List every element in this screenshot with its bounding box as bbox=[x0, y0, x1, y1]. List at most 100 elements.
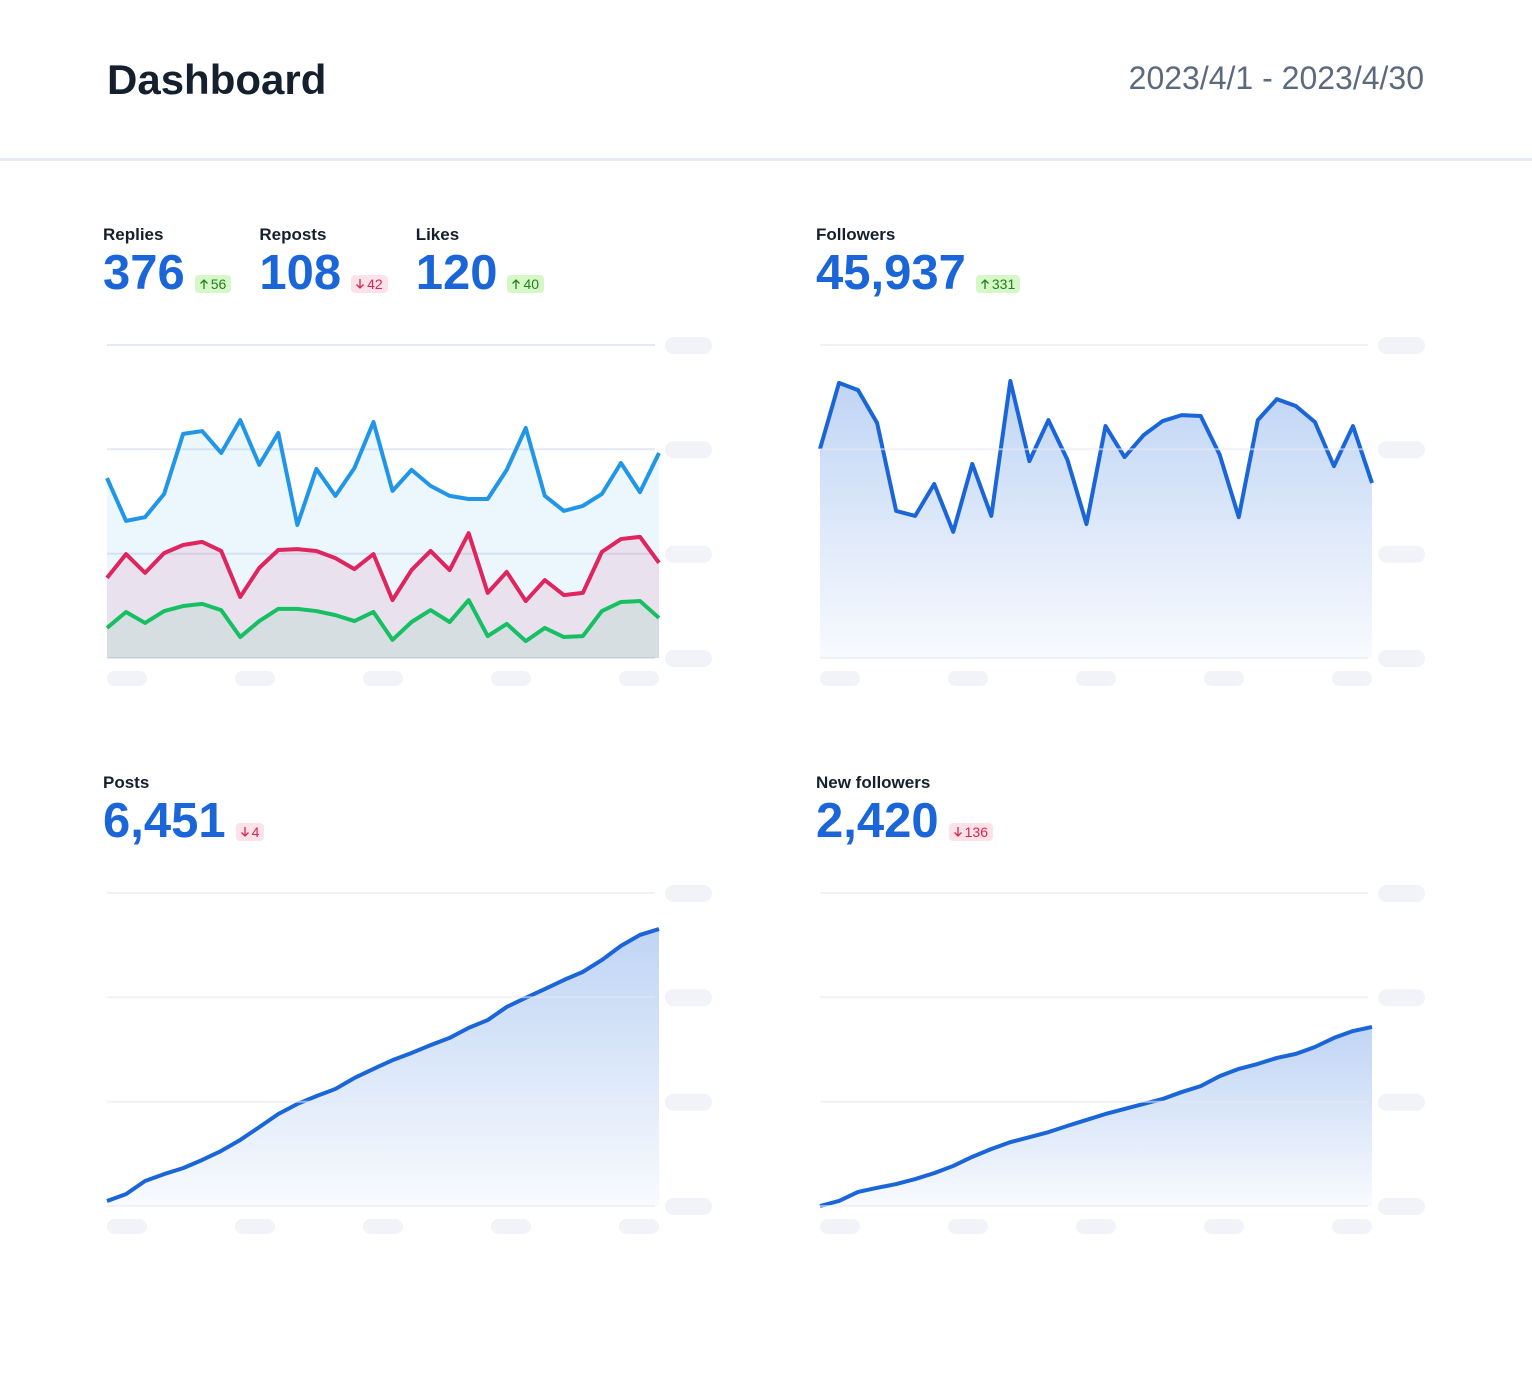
change-badge: 4 bbox=[235, 823, 265, 841]
x-tick-placeholder bbox=[1076, 671, 1116, 686]
series-line bbox=[105, 418, 661, 527]
arrow bbox=[199, 279, 208, 289]
arrow bbox=[240, 827, 249, 837]
x-tick-placeholder bbox=[820, 671, 860, 686]
x-tick-placeholder bbox=[948, 1219, 988, 1234]
series-line bbox=[105, 598, 661, 644]
x-tick-placeholder bbox=[1204, 671, 1244, 686]
series-line bbox=[106, 927, 660, 1203]
x-tick-placeholder bbox=[619, 671, 659, 686]
metric-label: Reposts bbox=[259, 225, 327, 244]
panel: Posts 6,451 4 bbox=[103, 773, 265, 848]
date-range[interactable]: 2023/4/1 - 2023/4/30 bbox=[1128, 60, 1424, 96]
x-tick-placeholder bbox=[1076, 1219, 1116, 1234]
y-tick-placeholder bbox=[1378, 650, 1425, 667]
change-badge: 136 bbox=[948, 823, 993, 841]
metric-row: 376 56 bbox=[103, 246, 232, 300]
chart bbox=[106, 885, 712, 1234]
change-badge: 40 bbox=[507, 275, 545, 293]
series-line bbox=[818, 378, 1374, 534]
chart bbox=[818, 337, 1425, 686]
x-tick-placeholder bbox=[491, 671, 531, 686]
change-value: 42 bbox=[367, 276, 383, 292]
x-tick-placeholder bbox=[491, 1219, 531, 1234]
arrow bbox=[953, 827, 962, 837]
y-tick-placeholder bbox=[1378, 885, 1425, 902]
y-tick-placeholder bbox=[1378, 1198, 1425, 1215]
metric-label: Replies bbox=[103, 225, 164, 244]
metric-row: 6,451 4 bbox=[103, 794, 265, 848]
area-fill bbox=[820, 380, 1372, 658]
x-tick-placeholder bbox=[107, 1219, 147, 1234]
metric-value: 2,420 bbox=[816, 794, 939, 848]
chart bbox=[105, 337, 712, 686]
page-title: Dashboard bbox=[107, 56, 327, 103]
metric-label: Likes bbox=[415, 225, 460, 244]
panel: Replies 376 56 Reposts 108 42 Likes 120 40 bbox=[103, 225, 545, 300]
change-value: 56 bbox=[210, 276, 227, 292]
x-tick-placeholder bbox=[235, 1219, 275, 1234]
metric-label: Followers bbox=[816, 225, 896, 244]
series-line bbox=[105, 531, 661, 604]
y-tick-placeholder bbox=[665, 441, 712, 459]
metric: Followers 45,937 331 bbox=[816, 225, 1021, 300]
metric-value: 6,451 bbox=[103, 794, 226, 848]
x-tick-placeholder bbox=[363, 1219, 403, 1234]
panel: Followers 45,937 331 bbox=[816, 225, 1021, 300]
metrics: New followers 2,420 136 bbox=[816, 773, 993, 847]
metric-value: 120 bbox=[415, 246, 498, 300]
change-value: 136 bbox=[964, 824, 988, 840]
y-tick-placeholder bbox=[1378, 337, 1425, 354]
metric: Posts 6,451 4 bbox=[103, 773, 265, 848]
metrics: Followers 45,937 331 bbox=[816, 225, 1021, 300]
change-value: 40 bbox=[523, 276, 540, 292]
change-badge: 331 bbox=[975, 275, 1021, 293]
y-tick-placeholder bbox=[665, 885, 712, 902]
x-tick-placeholder bbox=[1204, 1219, 1244, 1234]
metrics: Posts 6,451 4 bbox=[103, 773, 265, 848]
arrow bbox=[512, 279, 521, 289]
arrow-icon bbox=[240, 827, 249, 837]
x-tick-placeholder bbox=[619, 1219, 659, 1234]
y-tick-placeholder bbox=[665, 650, 712, 667]
metric-row: 120 40 bbox=[415, 246, 545, 300]
metric-value: 376 bbox=[103, 246, 185, 300]
metric-row: 45,937 331 bbox=[816, 246, 1021, 300]
x-tick-placeholder bbox=[107, 671, 147, 686]
change-value: 4 bbox=[251, 824, 260, 840]
arrow-icon bbox=[512, 279, 521, 289]
x-tick-placeholder bbox=[363, 671, 403, 686]
y-tick-placeholder bbox=[1378, 1093, 1425, 1111]
arrow bbox=[356, 279, 365, 289]
change-badge: 42 bbox=[351, 275, 388, 293]
metric-value: 45,937 bbox=[816, 246, 966, 300]
y-tick-placeholder bbox=[1378, 545, 1425, 563]
header-divider bbox=[0, 158, 1532, 161]
arrow-icon bbox=[199, 279, 208, 289]
x-tick-placeholder bbox=[1332, 671, 1372, 686]
arrow-icon bbox=[356, 279, 365, 289]
metric: Likes 120 40 bbox=[415, 225, 545, 300]
y-tick-placeholder bbox=[665, 989, 712, 1007]
arrow bbox=[980, 279, 989, 289]
chart bbox=[819, 885, 1425, 1234]
y-tick-placeholder bbox=[665, 545, 712, 563]
y-tick-placeholder bbox=[665, 1093, 712, 1111]
arrow-icon bbox=[980, 279, 989, 289]
x-tick-placeholder bbox=[235, 671, 275, 686]
y-tick-placeholder bbox=[1378, 989, 1425, 1007]
area-fill bbox=[107, 420, 659, 658]
y-tick-placeholder bbox=[1378, 441, 1425, 459]
metric: New followers 2,420 136 bbox=[816, 773, 993, 847]
metric: Replies 376 56 bbox=[103, 225, 232, 300]
metric-label: New followers bbox=[816, 773, 931, 792]
y-tick-placeholder bbox=[665, 1198, 712, 1215]
x-tick-placeholder bbox=[1332, 1219, 1372, 1234]
metric-row: 2,420 136 bbox=[816, 795, 993, 847]
metric-row: 108 42 bbox=[259, 246, 388, 300]
panel: New followers 2,420 136 bbox=[816, 773, 993, 847]
metric-value: 108 bbox=[259, 246, 342, 300]
metric-label: Posts bbox=[103, 773, 150, 792]
x-tick-placeholder bbox=[948, 671, 988, 686]
